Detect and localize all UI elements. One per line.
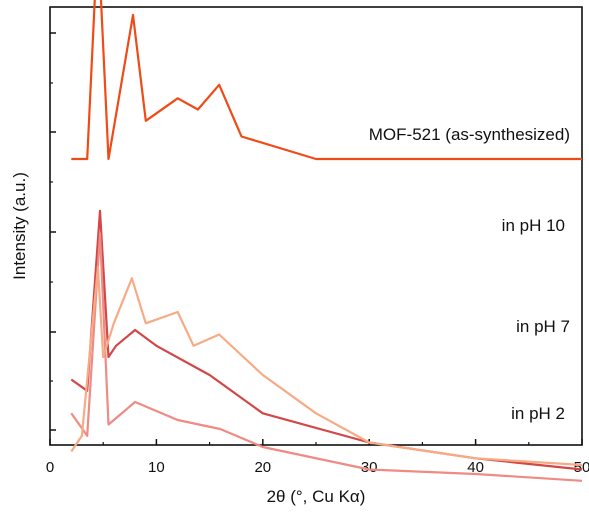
series-labels: MOF-521 (as-synthesized) in pH 10 in pH 7 i… bbox=[369, 125, 570, 423]
y-axis-label: Intensity (a.u.) bbox=[10, 172, 29, 280]
x-axis-ticks: 0 10 20 30 40 50 bbox=[46, 439, 589, 476]
series-line-2 bbox=[70, 232, 583, 482]
series-line-0 bbox=[71, 0, 582, 161]
series-label-3: in pH 2 bbox=[511, 404, 565, 423]
series-line-3 bbox=[70, 265, 583, 467]
x-tick-label: 30 bbox=[361, 459, 378, 476]
x-tick-label: 40 bbox=[467, 459, 484, 476]
series-label-0: MOF-521 (as-synthesized) bbox=[369, 125, 570, 144]
series-group bbox=[70, 0, 583, 482]
series-label-2: in pH 7 bbox=[516, 317, 570, 336]
y-axis-ticks bbox=[50, 32, 56, 431]
x-axis-label: 2θ (°, Cu Kα) bbox=[267, 487, 366, 506]
x-tick-label: 20 bbox=[254, 459, 271, 476]
x-tick-label: 0 bbox=[46, 459, 54, 476]
x-tick-label: 50 bbox=[574, 459, 589, 476]
series-label-1: in pH 10 bbox=[502, 216, 565, 235]
x-tick-label: 10 bbox=[148, 459, 165, 476]
series-line-1 bbox=[70, 209, 583, 471]
